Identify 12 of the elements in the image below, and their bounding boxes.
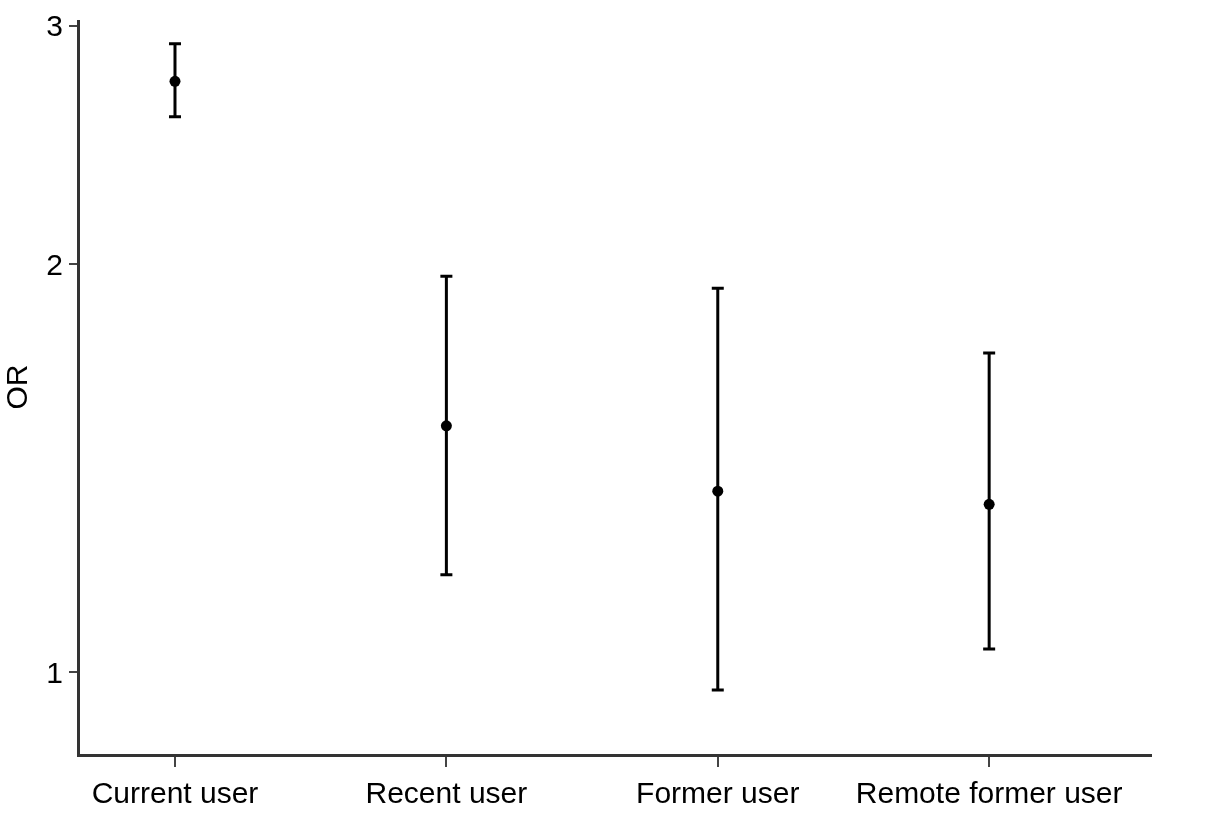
y-tick-label: 1 [46, 655, 63, 689]
point [712, 485, 724, 497]
y-tick-label: 2 [46, 247, 63, 281]
y-axis-title: OR [0, 364, 33, 410]
point [169, 75, 181, 87]
x-tick-label: Current user [91, 776, 259, 809]
point [440, 420, 452, 432]
x-tick-label: Remote former user [855, 776, 1123, 809]
y-tick-label: 3 [46, 9, 63, 43]
point [983, 498, 995, 510]
x-tick-label: Recent user [365, 776, 528, 809]
x-tick-label: Former user [636, 776, 800, 809]
